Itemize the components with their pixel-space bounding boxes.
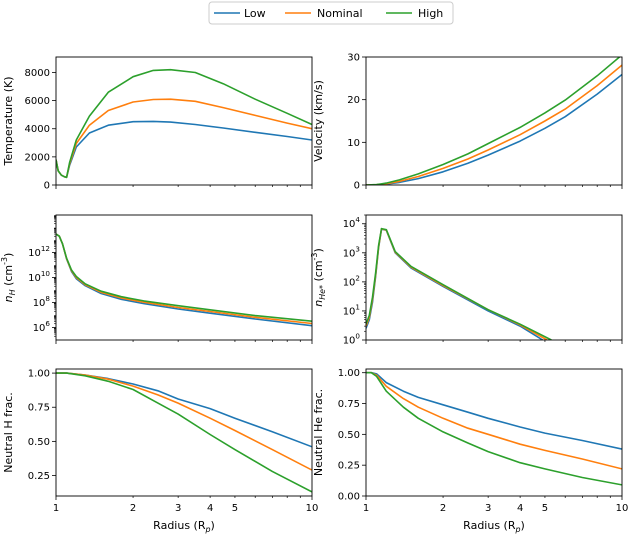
y-tick-label: 2000 <box>25 152 50 163</box>
series-line-high <box>56 372 312 493</box>
y-tick-label: 103 <box>343 244 360 259</box>
y-tick-label: 0.50 <box>338 430 360 441</box>
y-tick-label: 1.00 <box>338 368 360 379</box>
x-tick-label: 1 <box>363 503 369 514</box>
legend-label-high: High <box>418 7 443 20</box>
x-tick-label: 10 <box>306 503 319 514</box>
chart-panel-neutral_He: 1 2 3 4 5 10 0.00 0.25 0.50 0.75 1.00 Neutral He fr… <box>312 368 628 534</box>
y-tick-label: 0.25 <box>338 461 360 472</box>
series-line-low <box>56 120 312 179</box>
legend-label-nominal: Nominal <box>317 7 363 20</box>
chart-panel-temperature: 0 2000 4000 6000 8000 Temperature (K) <box>2 56 313 192</box>
x-axis-label: Radius (Rp) <box>153 519 215 534</box>
y-axis-label: Velocity (km/s) <box>312 80 325 162</box>
series-line-high <box>366 57 621 185</box>
x-tick-label: 5 <box>232 503 238 514</box>
x-tick-label: 4 <box>207 503 213 514</box>
y-tick-label: 101 <box>343 302 360 317</box>
x-tick-label: 2 <box>130 503 136 514</box>
series-line-high <box>56 68 312 179</box>
y-tick-label: 0.75 <box>338 399 360 410</box>
chart-panel-n_H: 106 108 1010 1012 nH (cm-3) <box>0 214 313 344</box>
y-tick-label: 1.00 <box>28 369 50 380</box>
series-line-high <box>56 233 312 322</box>
y-tick-label: 0 <box>44 181 50 192</box>
y-tick-label: 8000 <box>25 68 50 79</box>
legend-frame <box>208 1 454 25</box>
y-tick-label: 4000 <box>25 124 50 135</box>
series-line-low <box>366 73 622 185</box>
series-line-low <box>366 371 622 450</box>
x-axis-label: Radius (Rp) <box>463 519 525 534</box>
legend: Low Nominal High <box>208 1 454 25</box>
y-axis-label: Temperature (K) <box>2 77 15 167</box>
series-line-nominal <box>366 64 622 185</box>
x-tick-label: 2 <box>440 503 446 514</box>
series-line-nominal <box>56 372 312 471</box>
series-line-high <box>366 371 622 486</box>
y-axis-label: Neutral H frac. <box>2 392 15 473</box>
y-tick-label: 102 <box>343 273 360 288</box>
y-tick-label: 0.75 <box>28 403 50 414</box>
y-tick-label: 1012 <box>28 244 50 259</box>
legend-label-low: Low <box>244 7 266 20</box>
series-line-low <box>56 372 312 448</box>
axes-frame <box>365 214 623 341</box>
axes-frame <box>55 56 313 186</box>
y-axis-label: nHe* (cm-3) <box>310 248 327 307</box>
series-line-nominal <box>366 371 622 470</box>
x-tick-label: 5 <box>542 503 548 514</box>
axes-frame <box>365 368 623 497</box>
x-tick-label: 3 <box>485 503 491 514</box>
chart-panel-neutral_H: 1 2 3 4 5 10 0.25 0.50 0.75 1.00 Neutral H frac. Ra… <box>2 368 319 534</box>
chart-panel-velocity: 0 10 20 30 Velocity (km/s) <box>312 53 623 192</box>
axes-frame <box>365 56 623 186</box>
y-axis-label: nH (cm-3) <box>0 253 17 303</box>
y-tick-label: 0.00 <box>338 492 360 503</box>
chart-panel-n_He: 100 101 102 103 104 nHe* (cm-3) <box>310 214 623 347</box>
series-line-low <box>56 233 312 327</box>
x-tick-label: 4 <box>517 503 523 514</box>
y-axis-label: Neutral He frac. <box>312 389 325 476</box>
panels: 0 2000 4000 6000 8000 Temperature (K) 0 10 20 30 V… <box>0 53 628 534</box>
y-tick-label: 10 <box>347 138 360 149</box>
y-tick-label: 106 <box>33 319 51 334</box>
y-tick-label: 0.50 <box>28 437 50 448</box>
y-tick-label: 108 <box>33 294 51 309</box>
axes-frame <box>55 368 313 497</box>
y-tick-label: 1010 <box>28 269 50 284</box>
x-tick-label: 10 <box>616 503 629 514</box>
y-tick-label: 104 <box>343 215 361 230</box>
y-tick-label: 100 <box>343 332 361 347</box>
y-tick-label: 30 <box>347 53 360 64</box>
y-tick-label: 0 <box>354 181 360 192</box>
y-tick-label: 6000 <box>25 96 50 107</box>
x-tick-label: 1 <box>53 503 59 514</box>
y-tick-label: 20 <box>347 95 360 106</box>
series-line-high <box>366 227 552 340</box>
x-tick-label: 3 <box>175 503 181 514</box>
y-tick-label: 0.25 <box>28 471 50 482</box>
